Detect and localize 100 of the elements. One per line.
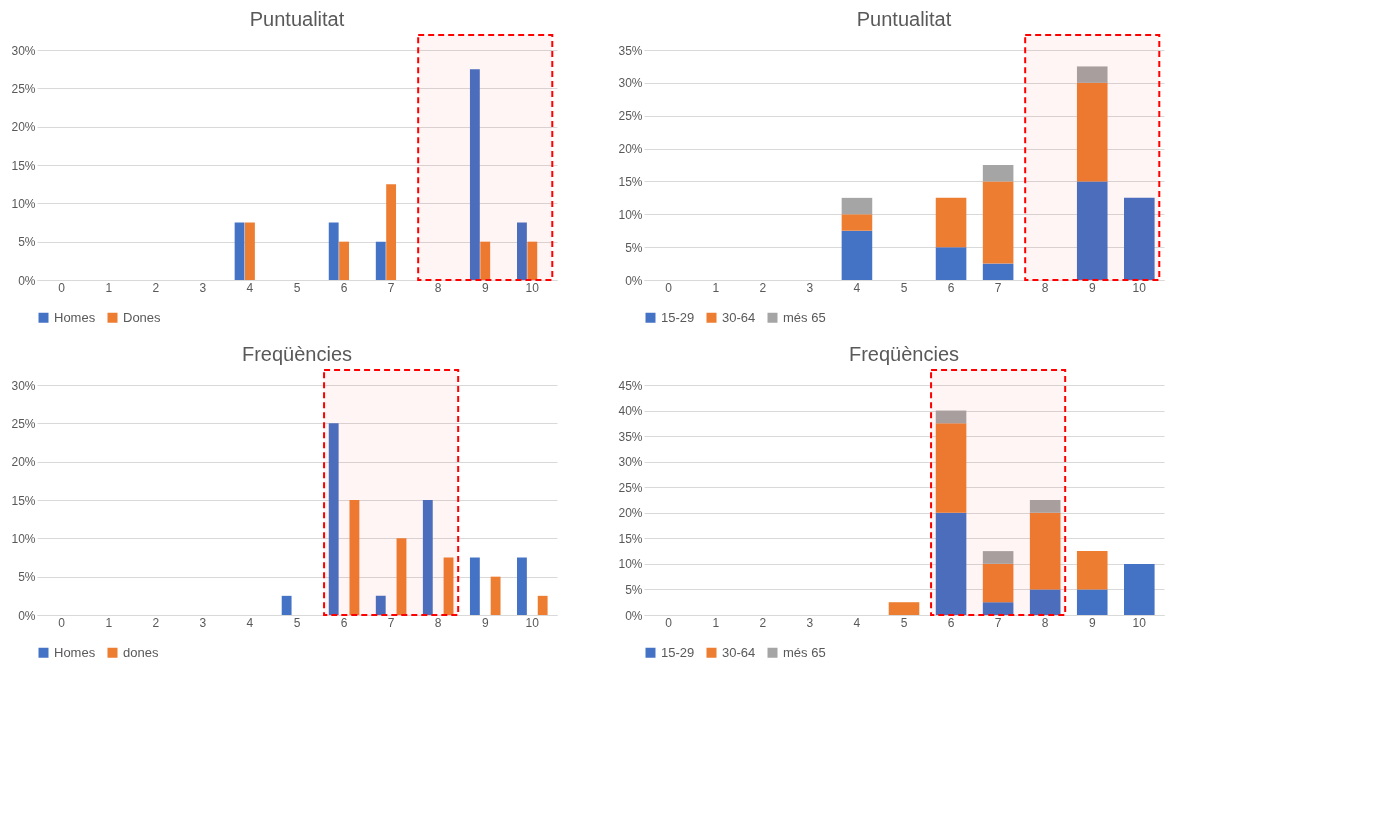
y-tick-label: 0%	[18, 608, 36, 623]
x-tick-label: 0	[665, 280, 673, 295]
x-tick-label: 0	[58, 280, 66, 295]
x-tick-label: 4	[246, 280, 254, 295]
x-tick-label: 2	[759, 615, 767, 630]
bar	[517, 222, 527, 280]
x-tick-label: 1	[105, 280, 113, 295]
y-tick-label: 10%	[618, 557, 643, 572]
bar	[245, 222, 255, 280]
x-tick-label: 6	[340, 280, 348, 295]
bar	[480, 241, 491, 280]
x-tick-label: 7	[994, 280, 1002, 295]
bar	[1124, 563, 1155, 615]
x-tick-label: 0	[665, 615, 673, 630]
bar	[935, 512, 967, 615]
chart-title: Puntualitat	[856, 8, 952, 30]
x-tick-label: 3	[806, 615, 814, 630]
y-tick-label: 30%	[618, 76, 643, 91]
x-tick-label: 3	[806, 280, 814, 295]
bar	[386, 184, 397, 280]
x-tick-label: 8	[1041, 280, 1049, 295]
chart-title: Freqüències	[848, 343, 960, 365]
legend-label: dones	[123, 644, 159, 660]
x-tick-label: 6	[947, 280, 955, 295]
x-tick-label: 8	[434, 615, 442, 630]
legend-label: més 65	[783, 644, 826, 660]
x-tick-label: 9	[481, 280, 489, 295]
y-tick-label: 10%	[11, 196, 36, 211]
x-tick-label: 7	[994, 615, 1002, 630]
x-tick-label: 10	[525, 280, 540, 295]
y-tick-label: 25%	[11, 416, 36, 431]
x-tick-label: 6	[340, 615, 348, 630]
y-tick-label: 10%	[11, 531, 36, 546]
bar	[469, 557, 480, 615]
y-tick-label: 20%	[618, 506, 643, 521]
bar	[982, 602, 1014, 615]
y-tick-label: 5%	[625, 582, 643, 597]
y-tick-label: 10%	[618, 207, 643, 222]
bar	[1029, 589, 1061, 615]
y-tick-label: 25%	[11, 81, 36, 96]
x-tick-label: 9	[1088, 615, 1096, 630]
x-tick-label: 1	[712, 615, 720, 630]
x-tick-label: 5	[900, 280, 908, 295]
y-tick-label: 15%	[618, 531, 643, 546]
y-tick-label: 45%	[618, 378, 643, 393]
bar	[490, 576, 501, 615]
legend-label: Homes	[54, 309, 96, 325]
x-tick-label: 10	[525, 615, 540, 630]
x-tick-label: 2	[152, 280, 160, 295]
x-tick-label: 1	[105, 615, 113, 630]
x-tick-label: 4	[246, 615, 254, 630]
bar	[841, 214, 873, 231]
x-tick-label: 6	[947, 615, 955, 630]
legend-label: 15-29	[661, 644, 695, 660]
x-tick-label: 2	[759, 280, 767, 295]
x-tick-label: 5	[293, 280, 301, 295]
x-tick-label: 5	[293, 615, 301, 630]
bar	[328, 423, 339, 615]
y-tick-label: 5%	[18, 235, 36, 250]
bar	[982, 263, 1014, 280]
bar	[537, 595, 548, 615]
chart-title: Freqüències	[241, 343, 353, 365]
bar	[982, 181, 1014, 264]
bar	[375, 595, 386, 615]
bar	[841, 197, 873, 215]
x-tick-label: 10	[1132, 280, 1147, 295]
bar	[982, 551, 1014, 564]
x-tick-label: 8	[1041, 615, 1049, 630]
bar	[1029, 500, 1061, 513]
x-tick-label: 5	[900, 615, 908, 630]
legend-label: més 65	[783, 309, 826, 325]
x-tick-label: 9	[481, 615, 489, 630]
legend-label: 30-64	[722, 309, 756, 325]
y-tick-label: 25%	[618, 109, 643, 124]
bar	[935, 197, 967, 248]
x-tick-label: 4	[853, 615, 861, 630]
bar	[1076, 589, 1108, 615]
bar	[443, 557, 454, 615]
bar	[527, 241, 538, 280]
x-tick-label: 1	[712, 280, 720, 295]
y-tick-label: 15%	[11, 493, 36, 508]
y-tick-label: 20%	[618, 142, 643, 157]
bar	[375, 241, 386, 280]
bar	[1076, 551, 1108, 590]
y-tick-label: 15%	[618, 174, 643, 189]
bar	[982, 165, 1014, 182]
legend-label: Homes	[54, 644, 96, 660]
y-tick-label: 30%	[618, 455, 643, 470]
bar	[935, 423, 967, 513]
y-tick-label: 5%	[625, 240, 643, 255]
x-tick-label: 2	[152, 615, 160, 630]
legend-label: 15-29	[661, 309, 695, 325]
y-tick-label: 30%	[11, 378, 36, 393]
x-tick-label: 7	[387, 280, 395, 295]
legend-label: 30-64	[722, 644, 756, 660]
bar	[328, 222, 339, 280]
y-tick-label: 40%	[618, 404, 643, 419]
bar	[1124, 197, 1155, 280]
x-tick-label: 4	[853, 280, 861, 295]
bar	[935, 247, 967, 280]
